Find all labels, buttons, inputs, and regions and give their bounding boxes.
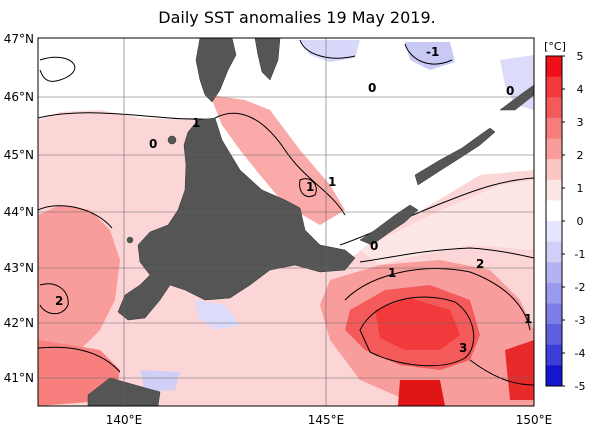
contour-1-east [359,247,534,263]
contour-3-eddy [359,296,475,367]
colorbar-tick-label: -5 [575,380,586,393]
slight-warm-region [360,180,534,265]
contour-0-east [339,177,534,246]
longitude-labels: 140°E 145°E 150°E [106,413,553,427]
land-iturup [414,127,496,186]
contour-0-northwest [39,56,76,82]
colorbar-swatch [546,97,562,119]
contour-label: 1 [192,116,200,130]
lat-label: 47°N [4,32,34,46]
contour-lines [38,39,534,386]
lat-label: 46°N [4,90,34,104]
land-okushiri [126,236,134,244]
contour-label: 0 [149,137,157,151]
colorbar-swatch [546,138,562,160]
colorbar-tick-label: 4 [577,83,584,96]
cool-patch-south [195,300,240,330]
lat-label: 43°N [4,261,34,275]
contour-label: 1 [328,175,336,189]
contour-1-small [299,178,317,197]
colorbar-swatches [546,56,562,387]
colorbar-tick-label: -1 [575,248,586,261]
lon-label: 140°E [106,413,143,427]
colorbar-swatch [546,365,562,387]
warm-patch-southeast [505,340,534,400]
colorbar-tick-label: 5 [577,50,584,63]
colorbar-tick-labels: 5 4 3 2 1 0 -1 -2 -3 -4 -5 [562,50,585,393]
contour-label: 1 [306,180,314,194]
colorbar-swatch [546,282,562,305]
colorbar-swatch [546,56,562,78]
colorbar-tick-label: 2 [577,149,584,162]
lat-label: 41°N [4,371,34,385]
colorbar-swatch [546,241,562,263]
colorbar-swatch [546,262,562,284]
map-frame [37,37,535,407]
contour-label: 1 [524,312,532,326]
colorbar-swatch [546,117,562,140]
contour-label: 0 [506,84,514,98]
contour-2-pacific [344,268,531,331]
contour-label: 1 [388,266,396,280]
colorbar-tick-label: -4 [575,347,586,360]
map-title: Daily SST anomalies 19 May 2019. [158,8,436,27]
contour-label: 0 [368,81,376,95]
lat-label: 44°N [4,205,34,219]
colorbar-swatch [546,344,562,366]
land-sakhalin-south [195,38,237,103]
contour-neg-north [299,39,356,59]
contour-1-west [38,205,113,229]
colorbar-swatch [546,200,562,222]
latitude-labels: 47°N 46°N 45°N 44°N 43°N 42°N 41°N [4,32,34,385]
contour-2-west [39,283,69,315]
lon-label: 150°E [516,413,553,427]
contour-0-north [38,112,216,121]
land-kunashir [359,204,419,246]
lat-label: 42°N [4,316,34,330]
contour-1-okhotsk [214,112,346,216]
colorbar-swatch [546,76,562,98]
land-urup [499,84,534,111]
contour-label: 2 [55,294,63,308]
lat-label: 45°N [4,148,34,162]
contour-label: 0 [370,239,378,253]
colorbar-swatch [546,221,562,243]
colorbar-swatch [546,324,562,346]
contour-label: 2 [476,257,484,271]
graticule [38,38,534,406]
cool-patch-southwest [140,370,180,392]
colorbar: [°C] 5 4 3 2 1 0 -1 -2 -3 -4 -5 [544,40,585,393]
land-sakhalin-aniva [254,38,281,81]
colorbar-swatch [546,159,562,181]
warm-region-okhotsk-coast [210,95,345,225]
land-rishiri [167,135,177,145]
lon-label: 145°E [308,413,345,427]
contour-label: 3 [459,341,467,355]
contour-label: -1 [426,45,439,59]
contour-neg-northeast [404,43,453,65]
sst-field [38,38,534,406]
warm-patch-south [398,380,445,406]
contour-2-southwest [38,346,121,373]
colorbar-swatch [546,179,562,201]
warm-region-west [38,205,120,355]
cool-patch-north [300,40,360,62]
colorbar-tick-label: 0 [577,215,584,228]
colorbar-tick-label: 1 [577,182,584,195]
colorbar-tick-label: 3 [577,116,584,129]
colorbar-tick-label: -3 [575,314,586,327]
colorbar-unit: [°C] [544,40,566,53]
contour-label-group: -1 0 0 0 1 1 1 0 1 2 2 3 1 [55,45,532,355]
land-hokkaido [117,117,356,321]
warm-eddy-core [375,298,460,350]
colorbar-tick-label: -2 [575,281,586,294]
colorbar-swatch [546,303,562,325]
